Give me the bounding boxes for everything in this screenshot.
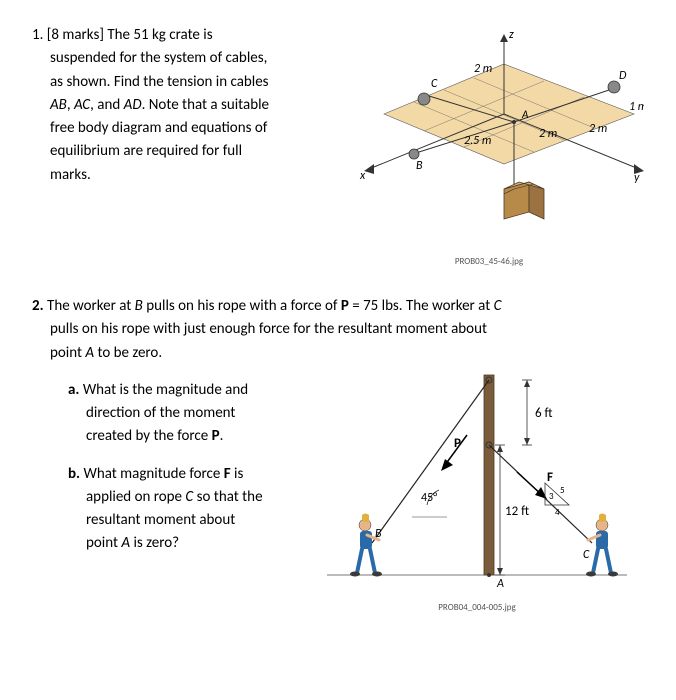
p1-lbl-y: y bbox=[634, 171, 640, 185]
p2-i1e: = 75 lbs. The worker at bbox=[349, 297, 494, 315]
p2-intro-l3: point A to be zero. bbox=[50, 342, 644, 365]
p2b-l1: b. What magnitude force F is bbox=[68, 463, 292, 486]
p2b-l1c: is bbox=[231, 465, 244, 483]
p2a-l3a: created by the force bbox=[86, 427, 212, 445]
p1-l3: as shown. Find the tension in cables bbox=[50, 71, 322, 94]
p2-svg: 6 ft P F 45° B 12 ft 3 4 5 C A bbox=[317, 365, 637, 600]
p2a-l3b: P bbox=[212, 427, 220, 445]
p1-l1: The 51 kg crate is bbox=[107, 26, 212, 44]
p1-caption: PROB03_45-46.jpg bbox=[455, 256, 523, 267]
p2a-l3: created by the force P. bbox=[86, 425, 292, 448]
problem-1: 1. [8 marks] The 51 kg crate is suspende… bbox=[32, 24, 644, 267]
p2-i1b: B bbox=[135, 297, 143, 315]
p1-l4e: AD bbox=[124, 96, 142, 114]
p1-lbl-x: x bbox=[359, 169, 366, 183]
p2b-l2: applied on rope C so that the bbox=[86, 486, 292, 509]
p2-i1c: pulls on his rope with a force of bbox=[143, 297, 341, 315]
p1-l4d: , and bbox=[90, 96, 123, 114]
worker-b-icon bbox=[350, 513, 382, 576]
p1-number: 1. bbox=[32, 26, 43, 44]
problem-2-figure: 6 ft P F 45° B 12 ft 3 4 5 C A PROB04_00… bbox=[310, 365, 644, 613]
p2-lbl-A: A bbox=[496, 577, 504, 591]
problem-1-body: 1. [8 marks] The 51 kg crate is suspende… bbox=[32, 24, 644, 267]
p1-lbl-C: C bbox=[431, 77, 438, 91]
p1-lbl-2m-r1: 2 m bbox=[539, 127, 557, 141]
p1-lbl-D: D bbox=[619, 69, 627, 83]
p2-i3a: point bbox=[50, 344, 85, 362]
p2-i3b: A bbox=[85, 344, 94, 362]
p1-marks: [8 marks] bbox=[47, 26, 104, 44]
problem-1-text: 1. [8 marks] The 51 kg crate is suspende… bbox=[32, 24, 322, 267]
p2-caption: PROB04_004-005.jpg bbox=[438, 602, 515, 613]
p1-lbl-A: A bbox=[521, 108, 529, 121]
p2-lbl-45: 45° bbox=[421, 491, 437, 505]
p2-i1d: P bbox=[341, 297, 349, 315]
p2-lbl-5: 5 bbox=[560, 485, 565, 496]
p1-l2: suspended for the system of cables, bbox=[50, 47, 322, 70]
p2-lbl-12ft: 12 ft bbox=[505, 504, 529, 519]
p2-i1a: The worker at bbox=[47, 297, 135, 315]
p2b-l4: point A is zero? bbox=[86, 532, 292, 555]
p2-sub-text: a. What is the magnitude and direction o… bbox=[32, 365, 292, 613]
p1-l4b: , bbox=[67, 96, 74, 114]
p1-l5: free body diagram and equations of bbox=[50, 117, 322, 140]
problem-2: 2. The worker at B pulls on his rope wit… bbox=[32, 295, 644, 613]
p1-lbl-2m-r2: 2 m bbox=[589, 122, 607, 136]
p1-line1: 1. [8 marks] The 51 kg crate is bbox=[32, 24, 322, 47]
p1-lbl-1m: 1 m bbox=[629, 100, 644, 114]
p2-subparts: a. What is the magnitude and direction o… bbox=[32, 365, 644, 613]
p2-part-a: a. What is the magnitude and direction o… bbox=[32, 379, 292, 449]
p2-lbl-6ft: 6 ft bbox=[535, 406, 553, 421]
p1-l4c: AC bbox=[74, 96, 90, 114]
p2-intro-l2: pulls on his rope with just enough force… bbox=[50, 318, 644, 341]
p2-i1f: C bbox=[494, 297, 502, 315]
p1-l4f: . Note that a suitable bbox=[142, 96, 269, 114]
p2-lbl-4: 4 bbox=[555, 507, 560, 518]
p1-l4a: AB bbox=[50, 96, 67, 114]
p2b-l4c: is zero? bbox=[130, 534, 179, 552]
worker-c-icon bbox=[586, 513, 618, 576]
p1-l6: equilibrium are required for full bbox=[50, 140, 322, 163]
p2b-label: b. bbox=[68, 465, 80, 483]
p2-lbl-C: C bbox=[583, 548, 590, 562]
p2-lbl-P: P bbox=[454, 436, 461, 451]
p1-lbl-z: z bbox=[509, 28, 514, 42]
p2a-l1: a. What is the magnitude and bbox=[68, 379, 292, 402]
p2b-l4b: A bbox=[121, 534, 130, 552]
p1-lbl-25m: 2.5 m bbox=[464, 134, 491, 148]
p2-i3c: to be zero. bbox=[94, 344, 162, 362]
p2-lbl-B: B bbox=[375, 527, 382, 541]
p1-lbl-B: B bbox=[416, 159, 423, 173]
problem-1-figure: 2 m C D 1 m A 2 m 2 m 2.5 m B x y z PROB… bbox=[334, 24, 644, 267]
p2b-l1b: F bbox=[224, 465, 231, 483]
p1-l7: marks. bbox=[50, 164, 322, 187]
p2b-l3: resultant moment about bbox=[86, 509, 292, 532]
p1-l4: AB, AC, and AD. Note that a suitable bbox=[50, 94, 322, 117]
p2b-l1a: What magnitude force bbox=[83, 465, 223, 483]
p2a-label: a. bbox=[68, 381, 79, 399]
p2b-l2c: so that the bbox=[193, 488, 262, 506]
p1-svg: 2 m C D 1 m A 2 m 2 m 2.5 m B x y z bbox=[334, 24, 644, 254]
p2b-l4a: point bbox=[86, 534, 121, 552]
p2-lbl-3: 3 bbox=[549, 491, 554, 502]
p2-part-b: b. What magnitude force F is applied on … bbox=[32, 463, 292, 556]
p2b-l2a: applied on rope bbox=[86, 488, 185, 506]
p2a-l2: direction of the moment bbox=[86, 402, 292, 425]
p2-number: 2. bbox=[32, 297, 44, 315]
p2-lbl-F: F bbox=[547, 470, 553, 485]
p1-lbl-2m-top: 2 m bbox=[474, 62, 492, 76]
p2-intro-l1: 2. The worker at B pulls on his rope wit… bbox=[32, 295, 644, 318]
p2a-l1t: What is the magnitude and bbox=[83, 381, 248, 399]
p2a-l3c: . bbox=[220, 427, 224, 445]
